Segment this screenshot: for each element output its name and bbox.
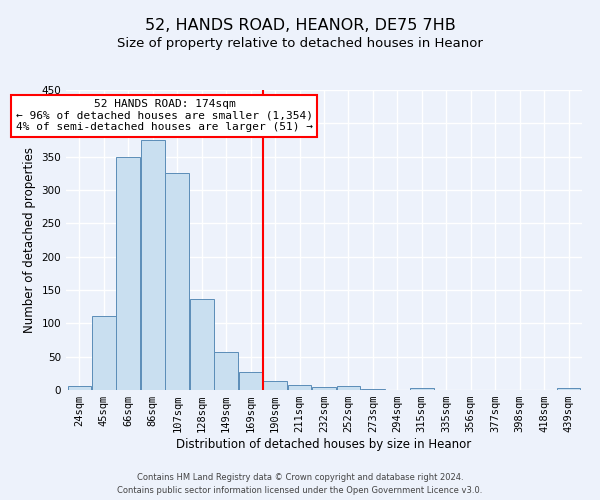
Bar [337,386,361,390]
Bar [557,388,580,390]
Text: Contains public sector information licensed under the Open Government Licence v3: Contains public sector information licen… [118,486,482,495]
Text: 52, HANDS ROAD, HEANOR, DE75 7HB: 52, HANDS ROAD, HEANOR, DE75 7HB [145,18,455,32]
Bar [68,386,91,390]
Bar [92,316,116,390]
Bar [141,140,164,390]
Bar [190,300,214,390]
Bar [116,156,140,390]
Text: Contains HM Land Registry data © Crown copyright and database right 2024.: Contains HM Land Registry data © Crown c… [137,472,463,482]
X-axis label: Distribution of detached houses by size in Heanor: Distribution of detached houses by size … [176,438,472,451]
Bar [361,388,385,390]
Bar [214,352,238,390]
Bar [287,384,311,390]
Text: 52 HANDS ROAD: 174sqm
← 96% of detached houses are smaller (1,354)
4% of semi-de: 52 HANDS ROAD: 174sqm ← 96% of detached … [16,99,313,132]
Bar [312,388,336,390]
Y-axis label: Number of detached properties: Number of detached properties [23,147,36,333]
Bar [410,388,434,390]
Bar [263,380,287,390]
Bar [166,174,189,390]
Bar [239,372,262,390]
Text: Size of property relative to detached houses in Heanor: Size of property relative to detached ho… [117,38,483,51]
